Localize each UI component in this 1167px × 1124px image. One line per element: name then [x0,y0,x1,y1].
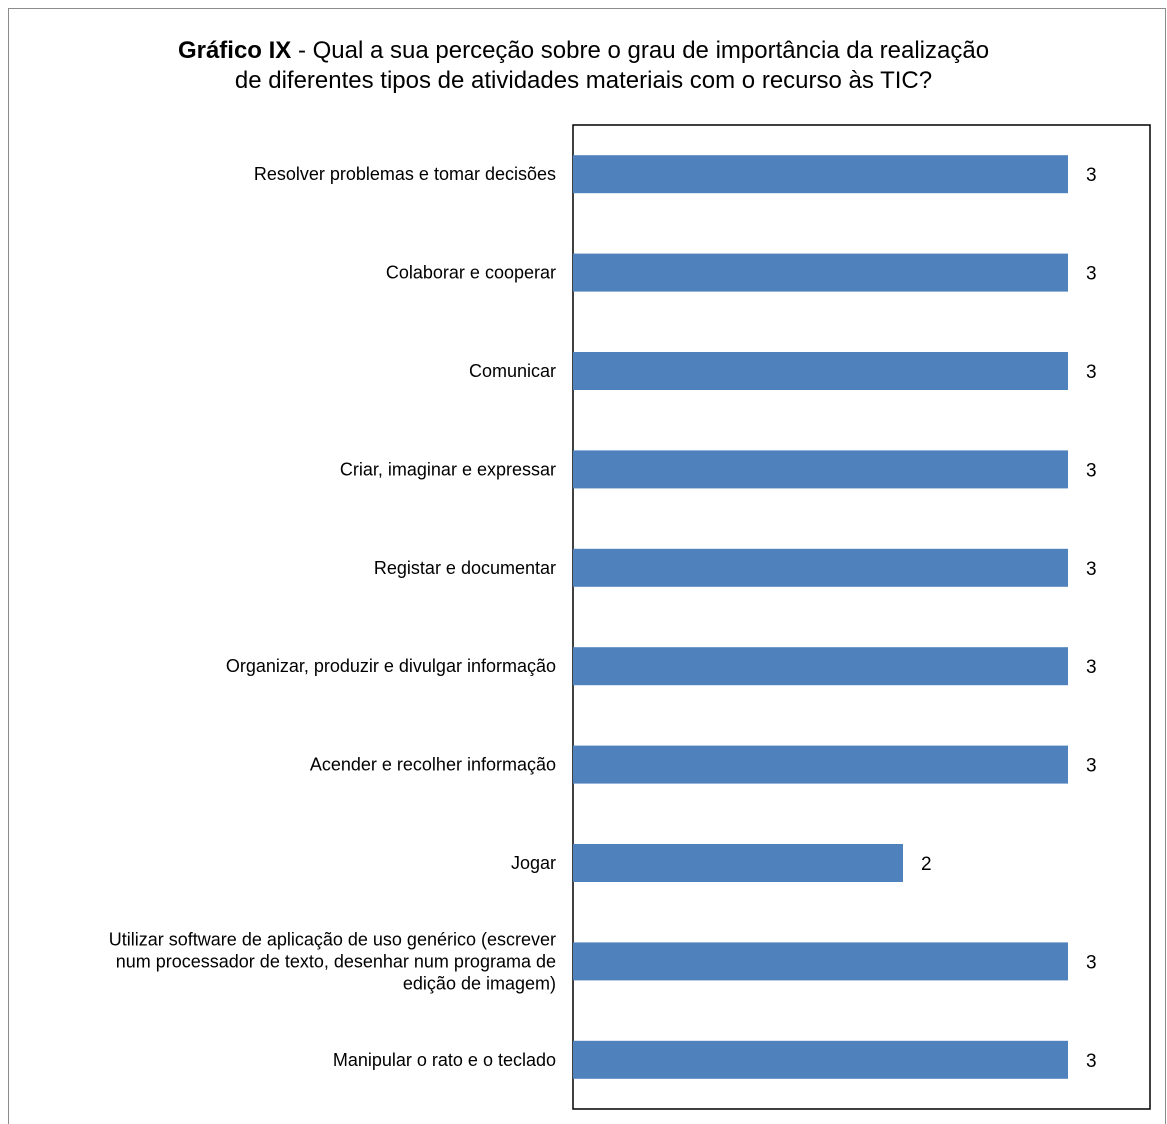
data-label-7: 3 [1086,756,1097,777]
category-label-9: Utilizar software de aplicação de uso ge… [109,929,556,993]
category-label-line: Jogar [511,853,556,873]
data-label-4: 3 [1086,460,1097,481]
category-label-line: Registar e documentar [374,558,556,578]
data-label-5: 3 [1086,559,1097,580]
data-label-1: 3 [1086,165,1097,186]
bar-1 [573,155,1068,194]
category-label-7: Acender e recolher informação [310,755,556,775]
category-label-3: Comunicar [469,361,556,381]
category-label-line: Comunicar [469,361,556,381]
category-label-line: Organizar, produzir e divulgar informaçã… [226,656,556,676]
category-label-line: Colaborar e cooperar [386,263,556,283]
category-label-1: Resolver problemas e tomar decisões [254,164,556,184]
category-label-5: Registar e documentar [374,558,556,578]
bar-6 [573,647,1068,686]
data-label-6: 3 [1086,657,1097,678]
category-label-line: Resolver problemas e tomar decisões [254,164,556,184]
chart-frame [8,8,1166,1124]
plot-area [572,124,1151,1110]
category-label-10: Manipular o rato e o teclado [333,1050,556,1070]
chart-title-line-2: de diferentes tipos de atividades materi… [234,67,933,94]
category-label-8: Jogar [511,853,556,873]
bar-9 [573,942,1068,981]
bar-4 [573,450,1068,489]
category-label-line: edição de imagem) [403,973,556,993]
data-label-3: 3 [1086,362,1097,383]
bar-8 [573,844,903,882]
bar-3 [573,352,1068,390]
chart-title-bold: Gráfico IX [177,37,292,64]
category-label-line: Utilizar software de aplicação de uso ge… [109,929,556,949]
data-label-10: 3 [1086,1051,1097,1072]
bar-10 [573,1040,1068,1079]
category-label-line: num processador de texto, desenhar num p… [116,951,556,971]
category-label-line: Acender e recolher informação [310,755,556,775]
bar-7 [573,745,1068,784]
category-label-2: Colaborar e cooperar [386,263,556,283]
data-label-9: 3 [1086,952,1097,973]
category-label-4: Criar, imaginar e expressar [340,459,556,479]
data-label-2: 3 [1086,264,1097,285]
data-label-8: 2 [921,854,932,875]
chart-title-line-1: Gráfico IX - Qual a sua perceção sobre o… [0,36,1167,66]
bar-2 [573,253,1068,292]
category-label-6: Organizar, produzir e divulgar informaçã… [226,656,556,676]
category-label-line: Manipular o rato e o teclado [333,1050,556,1070]
bar-5 [573,548,1068,587]
chart-title-rest: - Qual a sua perceção sobre o grau de im… [291,37,990,64]
chart-title: Gráfico IX - Qual a sua perceção sobre o… [0,36,1167,96]
category-label-line: Criar, imaginar e expressar [340,459,556,479]
